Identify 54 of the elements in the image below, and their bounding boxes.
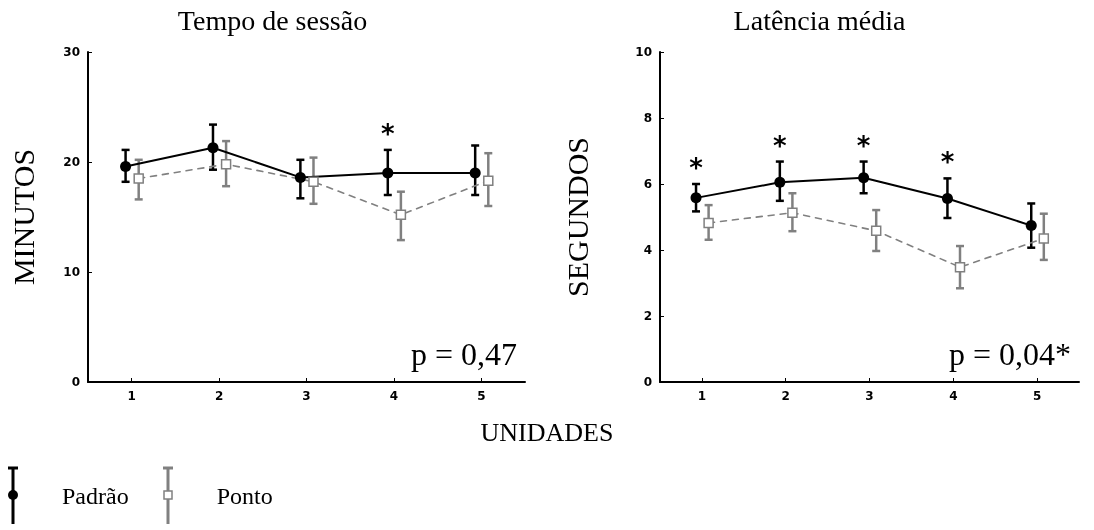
point bbox=[870, 225, 882, 237]
y-tick-label: 6 bbox=[643, 177, 652, 191]
x-tick-label: 5 bbox=[477, 389, 486, 403]
annotation: * bbox=[940, 147, 955, 178]
y-tick-label: 10 bbox=[635, 45, 652, 59]
point bbox=[294, 171, 306, 183]
point bbox=[133, 173, 144, 184]
annotation: * bbox=[856, 130, 871, 161]
annotation: p = 0,47 bbox=[410, 336, 517, 372]
x-tick-label: 4 bbox=[389, 389, 399, 403]
annotation: p = 0,04* bbox=[948, 336, 1071, 372]
x-tick-label: 3 bbox=[865, 389, 874, 403]
x-tick-label: 3 bbox=[302, 389, 311, 403]
y-tick-label: 0 bbox=[71, 375, 80, 389]
x-tick-label: 1 bbox=[127, 389, 136, 403]
point bbox=[395, 209, 407, 221]
y-axis-title: MINUTOS bbox=[6, 148, 40, 286]
point bbox=[703, 217, 714, 229]
annotation: * bbox=[380, 118, 395, 149]
x-tick-label: 5 bbox=[1032, 389, 1042, 403]
point bbox=[954, 261, 966, 273]
y-tick-label: 30 bbox=[63, 45, 80, 59]
point bbox=[207, 142, 219, 154]
point bbox=[787, 207, 798, 218]
y-tick-label: 4 bbox=[643, 243, 652, 257]
chart-title: Tempo de sessão bbox=[177, 4, 368, 36]
annotation: * bbox=[689, 153, 704, 183]
point bbox=[308, 176, 319, 188]
point bbox=[220, 158, 232, 170]
y-tick-label: 2 bbox=[643, 309, 652, 323]
legend-label: Ponto bbox=[216, 482, 273, 510]
y-axis-title: SEGUNDOS bbox=[560, 136, 594, 298]
point bbox=[774, 176, 786, 188]
point bbox=[1025, 220, 1037, 232]
y-tick-label: 20 bbox=[63, 155, 80, 169]
x-axis-title: UNIDADES bbox=[479, 418, 615, 448]
x-tick-label: 1 bbox=[697, 389, 707, 403]
point bbox=[469, 167, 481, 179]
legend-label: Padrão bbox=[62, 482, 129, 510]
y-tick-label: 0 bbox=[643, 375, 652, 389]
point bbox=[858, 172, 870, 184]
y-tick-label: 8 bbox=[643, 111, 652, 125]
point bbox=[1038, 233, 1050, 244]
y-tick-label: 10 bbox=[63, 265, 80, 279]
x-tick-label: 4 bbox=[949, 389, 958, 403]
point bbox=[941, 193, 953, 205]
point bbox=[483, 175, 494, 186]
point bbox=[382, 167, 394, 179]
point bbox=[120, 160, 132, 172]
chart-title: Latência média bbox=[733, 4, 906, 36]
x-tick-label: 2 bbox=[781, 389, 790, 403]
point bbox=[690, 192, 702, 204]
x-tick-label: 2 bbox=[214, 389, 224, 403]
annotation: * bbox=[773, 130, 788, 161]
